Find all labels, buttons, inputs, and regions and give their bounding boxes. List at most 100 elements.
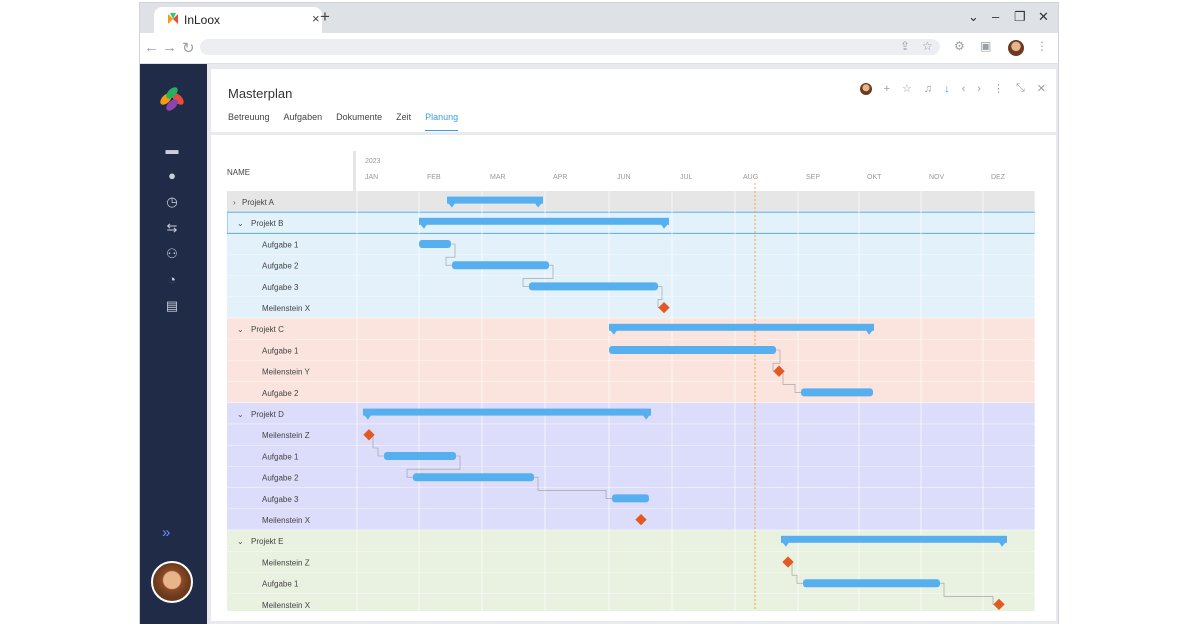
url-field[interactable]: [200, 39, 940, 55]
project-name[interactable]: Projekt A: [242, 198, 275, 207]
summary-bar[interactable]: [447, 196, 543, 204]
table-row[interactable]: [227, 593, 1035, 611]
project-name[interactable]: Projekt D: [251, 410, 284, 419]
assignee-avatar[interactable]: [859, 82, 872, 95]
extensions-icon[interactable]: ⚙: [954, 39, 965, 53]
chevron-down-icon[interactable]: ⌄: [237, 537, 244, 546]
project-name[interactable]: Projekt C: [251, 325, 284, 334]
milestone-name[interactable]: Meilenstein X: [262, 516, 311, 525]
window-close-icon[interactable]: ✕: [1038, 9, 1049, 24]
table-row[interactable]: [227, 572, 1035, 594]
task-bar[interactable]: [803, 579, 940, 588]
task-name[interactable]: Aufgabe 3: [262, 283, 299, 292]
minimize-icon[interactable]: –: [992, 9, 1000, 24]
clock-icon[interactable]: ◷: [166, 194, 178, 209]
collapse-icon[interactable]: ⤡: [1015, 82, 1025, 94]
new-tab-button[interactable]: +: [320, 7, 330, 26]
reload-icon[interactable]: ↻: [182, 40, 195, 57]
table-row[interactable]: [227, 509, 1035, 531]
milestone-name[interactable]: Meilenstein Y: [262, 368, 311, 377]
milestone-marker[interactable]: [363, 429, 375, 441]
milestone-marker[interactable]: [773, 365, 785, 377]
table-row[interactable]: [227, 254, 1035, 276]
tab-aufgaben[interactable]: Aufgaben: [283, 112, 323, 122]
table-row[interactable]: [227, 530, 1035, 552]
task-bar[interactable]: [384, 452, 456, 460]
summary-bar[interactable]: [363, 408, 651, 416]
chevron-right-icon[interactable]: ›: [233, 198, 236, 207]
task-name[interactable]: Aufgabe 1: [262, 452, 299, 461]
tab-zeit[interactable]: Zeit: [396, 112, 412, 122]
forward-icon[interactable]: →: [162, 39, 177, 56]
table-row[interactable]: [227, 466, 1035, 488]
task-bar[interactable]: [529, 282, 658, 291]
task-name[interactable]: Aufgabe 2: [262, 389, 299, 398]
task-name[interactable]: Aufgabe 2: [262, 262, 299, 271]
add-icon[interactable]: +: [883, 82, 890, 95]
task-name[interactable]: Aufgabe 1: [262, 240, 299, 249]
table-row[interactable]: [227, 233, 1035, 255]
bell-icon[interactable]: ♫: [923, 82, 933, 95]
project-name[interactable]: Projekt E: [251, 537, 283, 546]
table-row[interactable]: [227, 445, 1035, 467]
table-row[interactable]: [227, 360, 1035, 382]
summary-bar[interactable]: [781, 535, 1007, 543]
check-circle-icon[interactable]: ●: [168, 168, 176, 183]
task-bar[interactable]: [609, 346, 776, 354]
close-panel-icon[interactable]: ✕: [1036, 83, 1046, 95]
document-info-icon[interactable]: ▤: [165, 298, 179, 313]
tab-planung[interactable]: Planung: [425, 112, 459, 131]
milestone-marker[interactable]: [993, 598, 1005, 611]
table-row[interactable]: [227, 191, 1035, 213]
user-avatar[interactable]: [151, 561, 193, 603]
menu-kebab-icon[interactable]: ⋮: [1036, 39, 1048, 53]
tab-close-icon[interactable]: ×: [312, 11, 320, 26]
tab-dokumente[interactable]: Dokumente: [336, 112, 383, 122]
task-bar[interactable]: [419, 240, 451, 248]
project-name[interactable]: Projekt B: [251, 219, 283, 228]
milestone-name[interactable]: Meilenstein X: [262, 601, 311, 610]
tab-betreuung[interactable]: Betreuung: [228, 112, 270, 122]
briefcase-icon[interactable]: ▬: [165, 142, 179, 157]
task-name[interactable]: Aufgabe 1: [262, 346, 299, 355]
share-icon[interactable]: ⇪: [900, 39, 911, 53]
favorite-star-icon[interactable]: ☆: [902, 83, 912, 95]
task-bar[interactable]: [801, 388, 873, 397]
task-bar[interactable]: [452, 261, 549, 270]
side-panel-icon[interactable]: ▣: [980, 39, 992, 53]
profile-avatar[interactable]: [1008, 40, 1024, 56]
chevron-down-icon[interactable]: ⌄: [237, 325, 244, 334]
next-icon[interactable]: ›: [977, 82, 981, 95]
task-name[interactable]: Aufgabe 1: [262, 580, 299, 589]
table-row[interactable]: [227, 424, 1035, 446]
more-icon[interactable]: ⋮: [992, 83, 1004, 95]
download-arrow-icon[interactable]: ↓: [944, 82, 950, 95]
pie-chart-icon[interactable]: ◔: [168, 272, 176, 287]
table-row[interactable]: [227, 297, 1035, 319]
bookmark-star-icon[interactable]: ☆: [922, 39, 933, 53]
milestone-name[interactable]: Meilenstein X: [262, 304, 311, 313]
summary-bar[interactable]: [419, 217, 669, 225]
chevron-down-icon[interactable]: ⌄: [237, 219, 244, 228]
inloox-logo-icon[interactable]: [157, 84, 187, 114]
expand-sidebar-icon[interactable]: »: [162, 524, 171, 541]
chevron-down-icon[interactable]: ⌄: [968, 9, 979, 24]
chevron-down-icon[interactable]: ⌄: [237, 410, 244, 419]
table-row[interactable]: [227, 381, 1035, 403]
milestone-marker[interactable]: [782, 556, 794, 568]
table-row[interactable]: [227, 551, 1035, 573]
task-bar[interactable]: [612, 494, 649, 503]
milestone-marker[interactable]: [658, 301, 670, 314]
milestone-name[interactable]: Meilenstein Z: [262, 558, 310, 567]
task-name[interactable]: Aufgabe 3: [262, 495, 299, 504]
workflow-icon[interactable]: ⇆: [166, 220, 178, 235]
previous-icon[interactable]: ‹: [961, 82, 966, 95]
task-name[interactable]: Aufgabe 2: [262, 474, 299, 483]
task-bar[interactable]: [413, 473, 534, 482]
milestone-name[interactable]: Meilenstein Z: [262, 431, 310, 440]
browser-tab[interactable]: InLoox ×: [154, 7, 322, 33]
summary-bar[interactable]: [609, 323, 874, 331]
milestone-marker[interactable]: [635, 513, 647, 526]
restore-icon[interactable]: ❐: [1014, 9, 1026, 24]
back-icon[interactable]: ←: [144, 39, 159, 56]
